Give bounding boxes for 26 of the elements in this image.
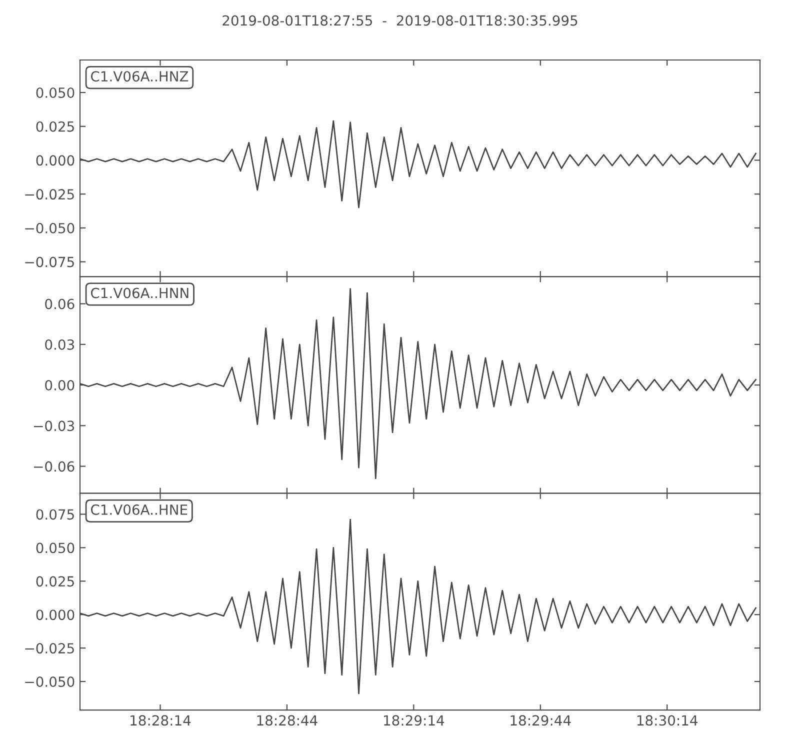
y-tick-label: 0.000 bbox=[36, 155, 74, 166]
y-tick-label: 0.03 bbox=[45, 339, 74, 350]
annotation: C1.V06A..HNN bbox=[90, 288, 188, 298]
x-tick-label: 18:29:44 bbox=[510, 715, 571, 726]
y-tick-label: 0.000 bbox=[36, 610, 74, 620]
annotation: C1.V06A..HNZ bbox=[90, 71, 188, 82]
y-tick-label: 0.075 bbox=[36, 509, 74, 520]
y-tick-label: −0.050 bbox=[25, 222, 74, 234]
y-tick-label: −0.025 bbox=[25, 643, 74, 654]
y-tick-label: 0.06 bbox=[45, 298, 74, 310]
x-tick-label: 18:28:14 bbox=[130, 715, 191, 726]
y-tick-label: −0.050 bbox=[25, 676, 74, 687]
y-tick-label: 0.00 bbox=[45, 380, 74, 390]
x-tick-label: 18:30:14 bbox=[637, 715, 698, 726]
x-tick-label: 18:29:14 bbox=[384, 715, 444, 726]
y-tick-label: −0.06 bbox=[34, 461, 74, 472]
y-tick-label: 0.025 bbox=[36, 576, 74, 587]
y-tick-label: 0.050 bbox=[36, 542, 74, 554]
y-tick-label: −0.025 bbox=[25, 189, 74, 200]
x-tick-label: 18:28:44 bbox=[257, 715, 318, 726]
y-tick-label: 0.050 bbox=[36, 87, 74, 98]
chart-title: 2019-08-01T18:27:55 - 2019-08-01T18:30:35.995 bbox=[222, 15, 578, 26]
annotation: C1.V06A..HNE bbox=[90, 504, 188, 515]
y-tick-label: 0.025 bbox=[36, 121, 74, 132]
y-tick-label: −0.03 bbox=[34, 420, 74, 432]
y-tick-label: −0.075 bbox=[25, 256, 74, 268]
